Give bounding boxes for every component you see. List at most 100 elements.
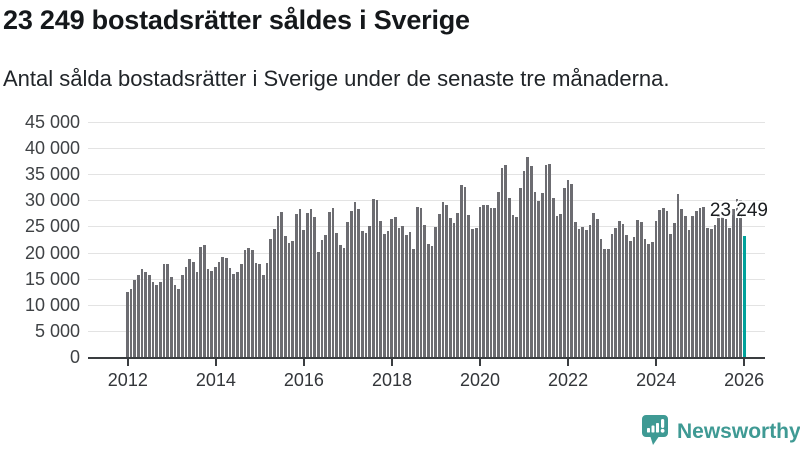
- bar: [390, 218, 394, 357]
- bar: [673, 222, 676, 357]
- bar: [706, 227, 709, 357]
- bar-series: [126, 122, 746, 357]
- bar: [739, 199, 742, 357]
- bar: [680, 209, 684, 357]
- y-axis-tick-label: 0: [69, 347, 80, 367]
- bar: [173, 284, 177, 357]
- x-axis-tick-label: 2016: [283, 370, 324, 390]
- bar: [206, 268, 210, 357]
- bar: [687, 229, 691, 357]
- y-axis-tick-label: 20 000: [24, 242, 80, 263]
- bar: [195, 271, 199, 357]
- bar: [702, 206, 706, 357]
- bar: [316, 251, 320, 357]
- x-axis-tick: [126, 358, 129, 366]
- bar: [599, 238, 603, 357]
- bar: [214, 266, 217, 357]
- bar: [621, 224, 625, 357]
- bar: [272, 228, 276, 357]
- bar: [283, 235, 287, 357]
- bar: [614, 227, 618, 357]
- bar: [232, 273, 236, 357]
- bar: [184, 266, 188, 357]
- bar: [221, 256, 225, 357]
- bar: [504, 165, 507, 357]
- bar: [570, 184, 573, 357]
- y-axis-tick-label: 30 000: [24, 190, 80, 211]
- bar: [357, 209, 360, 357]
- bar: [665, 210, 669, 357]
- bar: [526, 157, 529, 357]
- bar: [430, 245, 434, 357]
- gridline: [88, 200, 765, 202]
- bar: [540, 193, 544, 357]
- bar: [250, 249, 254, 357]
- bar: [449, 217, 452, 357]
- bar: [515, 216, 518, 357]
- bar: [170, 276, 173, 357]
- bar: [239, 264, 243, 357]
- x-axis-tick-label: 2012: [107, 370, 148, 390]
- gridline: [88, 330, 765, 332]
- bar: [647, 244, 651, 357]
- bar: [555, 215, 559, 357]
- bar: [452, 222, 456, 357]
- x-axis-tick: [390, 358, 393, 366]
- bar: [522, 170, 526, 357]
- bar: [349, 210, 353, 357]
- x-axis-tick-label: 2020: [459, 370, 501, 390]
- bar: [724, 218, 728, 357]
- bar: [225, 258, 228, 357]
- bar: [181, 274, 184, 357]
- bar: [313, 216, 316, 357]
- bar: [713, 225, 717, 357]
- bar: [203, 245, 206, 357]
- bar: [137, 275, 140, 357]
- x-axis-tick: [479, 358, 482, 366]
- bar: [577, 229, 581, 357]
- bar: [383, 234, 386, 357]
- bar: [434, 226, 438, 357]
- y-axis-tick-label: 5 000: [34, 320, 80, 341]
- bar: [445, 205, 449, 357]
- bar: [651, 241, 654, 357]
- bar: [731, 209, 735, 357]
- bar: [412, 248, 416, 357]
- bar: [346, 221, 349, 357]
- bar: [610, 234, 614, 357]
- bar: [596, 218, 599, 357]
- bar: [584, 229, 588, 357]
- bar: [493, 207, 496, 357]
- bar: [592, 213, 595, 357]
- bar: [375, 199, 379, 357]
- bar: [669, 234, 673, 357]
- bar: [148, 275, 151, 357]
- bar: [298, 209, 302, 357]
- bar: [537, 200, 540, 357]
- bar: [159, 281, 162, 357]
- gridline: [88, 252, 765, 254]
- bar: [394, 216, 397, 357]
- bar: [166, 264, 170, 357]
- bar: [507, 197, 511, 357]
- bar: [698, 208, 702, 357]
- bar: [735, 198, 739, 357]
- y-axis-tick-label: 35 000: [24, 164, 80, 185]
- bar: [126, 291, 129, 357]
- x-axis-tick: [214, 358, 217, 366]
- bar: [474, 227, 478, 357]
- x-axis-tick: [567, 358, 570, 366]
- bar: [372, 198, 375, 357]
- x-axis-baseline: [88, 357, 765, 359]
- bar: [386, 230, 390, 357]
- y-axis-tick-label: 40 000: [24, 138, 80, 159]
- bar: [192, 261, 195, 357]
- bar: [438, 214, 441, 357]
- bar: [236, 271, 239, 357]
- bar: [603, 248, 607, 357]
- bar: [280, 211, 283, 357]
- bar: [691, 215, 695, 357]
- bar: [151, 281, 155, 357]
- newsworthy-logo-text: Newsworthy: [677, 420, 800, 443]
- bar: [467, 215, 471, 357]
